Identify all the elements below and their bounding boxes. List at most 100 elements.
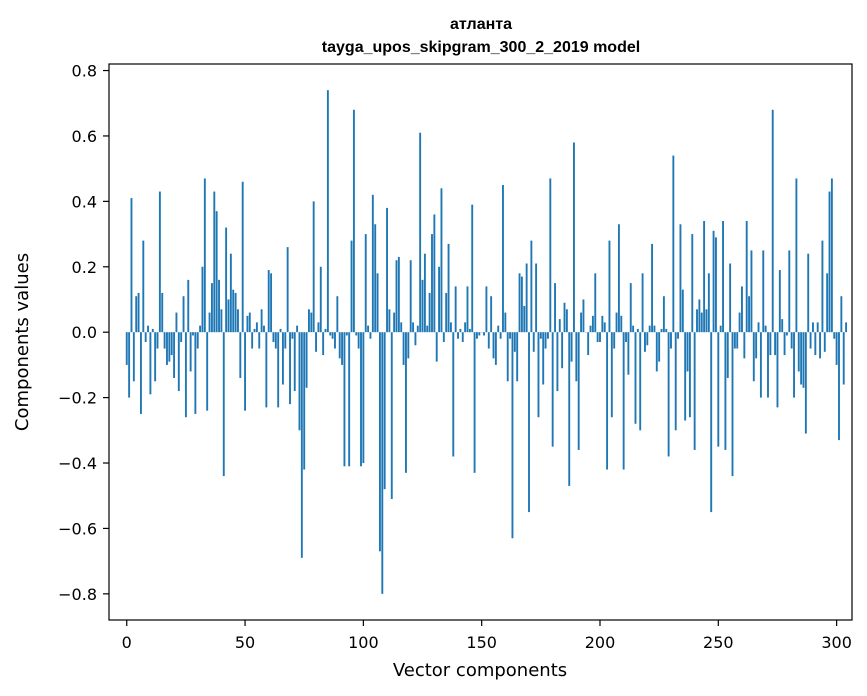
bar-75 xyxy=(303,332,306,470)
bar-12 xyxy=(154,332,157,382)
y-tick-label: 0.0 xyxy=(72,323,97,342)
bar-133 xyxy=(440,188,443,333)
bar-279 xyxy=(785,332,788,336)
bar-45 xyxy=(232,289,235,333)
bar-6 xyxy=(140,332,142,414)
bar-48 xyxy=(239,332,242,378)
bar-1 xyxy=(128,332,131,398)
bar-238 xyxy=(688,332,691,418)
x-tick-label: 100 xyxy=(348,633,379,652)
bar-180 xyxy=(551,332,554,447)
bar-273 xyxy=(771,109,774,333)
bar-105 xyxy=(374,224,377,333)
bar-104 xyxy=(371,194,374,333)
bar-151 xyxy=(483,332,485,336)
bar-94 xyxy=(348,332,351,467)
bar-295 xyxy=(823,332,826,352)
bar-251 xyxy=(719,325,722,333)
bar-125 xyxy=(421,279,424,333)
bar-10 xyxy=(149,332,152,395)
bar-173 xyxy=(535,263,538,333)
bar-296 xyxy=(826,273,829,333)
bar-73 xyxy=(298,332,301,431)
bar-22 xyxy=(177,332,180,392)
y-tick-label: 0.8 xyxy=(72,62,97,81)
bar-132 xyxy=(438,266,441,333)
bar-200 xyxy=(599,332,601,342)
bar-233 xyxy=(677,332,680,339)
bar-248 xyxy=(712,230,715,333)
bar-290 xyxy=(812,322,814,333)
bar-227 xyxy=(662,296,665,333)
bar-52 xyxy=(248,312,251,333)
bar-300 xyxy=(835,332,838,365)
bar-68 xyxy=(286,247,289,333)
bar-5 xyxy=(137,292,140,333)
bar-74 xyxy=(300,332,303,558)
bar-275 xyxy=(776,332,779,408)
bar-42 xyxy=(225,227,228,333)
bar-65 xyxy=(279,328,282,333)
bar-115 xyxy=(397,256,400,333)
bar-20 xyxy=(173,332,176,378)
bar-121 xyxy=(412,322,415,333)
y-tick-label: 0.6 xyxy=(72,127,97,146)
bar-282 xyxy=(793,332,795,398)
bar-223 xyxy=(653,325,656,333)
bar-152 xyxy=(485,286,488,333)
bars-group xyxy=(125,90,848,594)
bar-301 xyxy=(838,332,840,441)
bar-265 xyxy=(752,332,755,382)
bar-146 xyxy=(471,204,474,333)
bar-294 xyxy=(821,240,824,333)
bar-51 xyxy=(246,315,249,333)
bar-85 xyxy=(326,90,329,333)
bar-249 xyxy=(714,237,717,333)
bar-220 xyxy=(646,332,649,346)
bar-120 xyxy=(409,260,412,333)
y-axis-ticks: −0.8 −0.6 −0.4 −0.2 0.0 0.2 0.4 0.6 0.8 xyxy=(58,62,109,604)
bar-208 xyxy=(617,224,620,333)
bar-277 xyxy=(781,319,784,333)
bar-102 xyxy=(367,325,370,333)
bar-225 xyxy=(658,332,661,362)
bar-112 xyxy=(390,332,393,499)
bar-33 xyxy=(203,178,206,333)
bar-259 xyxy=(738,312,741,333)
bar-97 xyxy=(355,332,358,336)
bar-93 xyxy=(345,332,348,336)
bar-116 xyxy=(400,322,403,333)
x-tick-label: 150 xyxy=(466,633,497,652)
bar-226 xyxy=(660,328,663,333)
bar-232 xyxy=(674,332,677,431)
bar-278 xyxy=(783,332,786,356)
bar-137 xyxy=(449,322,452,333)
x-tick-label: 300 xyxy=(821,633,852,652)
bar-46 xyxy=(234,292,237,333)
bar-211 xyxy=(625,332,627,342)
bar-82 xyxy=(319,266,322,333)
bar-246 xyxy=(707,273,710,333)
bar-16 xyxy=(163,332,166,349)
bar-299 xyxy=(833,332,836,339)
y-tick-label: −0.6 xyxy=(58,519,97,538)
bar-103 xyxy=(369,332,372,339)
bar-187 xyxy=(568,332,571,486)
bar-70 xyxy=(291,332,294,339)
bar-129 xyxy=(431,234,433,333)
bar-69 xyxy=(289,332,291,405)
bar-66 xyxy=(281,332,284,385)
bar-253 xyxy=(724,332,727,450)
bar-84 xyxy=(324,328,327,333)
bar-100 xyxy=(362,332,365,464)
bar-196 xyxy=(589,325,592,333)
bar-286 xyxy=(802,332,805,388)
bar-186 xyxy=(565,309,568,333)
bar-242 xyxy=(698,299,701,333)
bar-111 xyxy=(388,309,391,333)
bar-18 xyxy=(168,332,171,362)
bar-19 xyxy=(170,332,173,356)
bar-270 xyxy=(764,325,767,333)
bar-47 xyxy=(237,309,239,333)
bar-23 xyxy=(180,332,183,342)
